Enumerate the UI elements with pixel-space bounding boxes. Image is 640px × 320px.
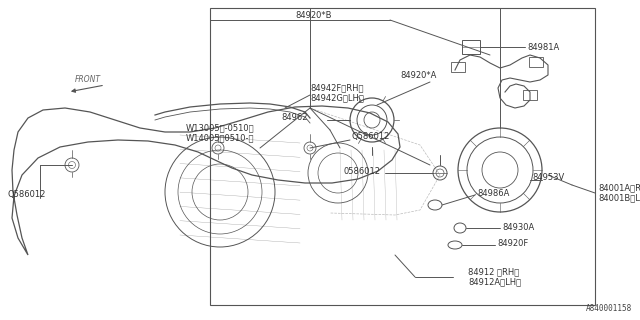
Bar [451, 62, 465, 72]
Bar [523, 90, 537, 100]
Text: 84920*B: 84920*B [295, 11, 332, 20]
Bar [210, 8, 595, 305]
Text: 84920*A: 84920*A [400, 70, 436, 79]
Text: 84912A〈LH〉: 84912A〈LH〉 [468, 277, 521, 286]
Text: 84962: 84962 [282, 114, 308, 123]
Text: Q586012: Q586012 [352, 132, 390, 141]
Bar [529, 57, 543, 67]
Text: 84001B〈LH〉: 84001B〈LH〉 [598, 194, 640, 203]
Text: 84942F〈RH〉: 84942F〈RH〉 [310, 84, 364, 92]
Text: 84930A: 84930A [502, 222, 534, 231]
Bar [462, 40, 480, 54]
Text: 84001A〈RH〉: 84001A〈RH〉 [598, 183, 640, 193]
Text: 84986A: 84986A [477, 188, 509, 197]
Text: FRONT: FRONT [75, 76, 101, 84]
Text: W14005〈0510-〉: W14005〈0510-〉 [186, 133, 255, 142]
Text: 84953V: 84953V [532, 173, 564, 182]
Text: A840001158: A840001158 [586, 304, 632, 313]
Text: W13005〈-0510〉: W13005〈-0510〉 [186, 124, 255, 132]
Text: 84942G〈LH〉: 84942G〈LH〉 [310, 93, 364, 102]
Text: 84981A: 84981A [527, 43, 559, 52]
Text: 0586012: 0586012 [343, 166, 380, 175]
Text: 84912 〈RH〉: 84912 〈RH〉 [468, 268, 519, 276]
Text: 84920F: 84920F [497, 239, 528, 249]
Text: Q586012: Q586012 [8, 190, 46, 199]
